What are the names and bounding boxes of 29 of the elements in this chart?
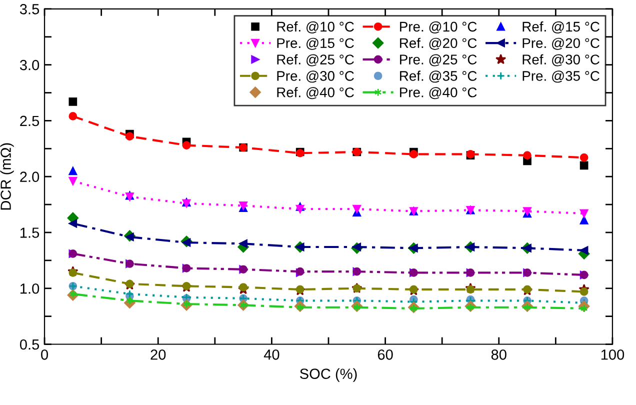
- y-axis-title: DCR (mΩ): [0, 143, 14, 210]
- y-tick-label: 2.0: [20, 172, 40, 182]
- x-tick-label: 100: [601, 349, 624, 360]
- y-tick-label: 0.5: [20, 339, 40, 350]
- legend-label: Pre. @35 °C: [522, 70, 600, 83]
- legend-label: Ref. @35 °C: [400, 70, 477, 83]
- legend-label: Ref. @30 °C: [522, 54, 600, 66]
- legend-label: Pre. @10 °C: [400, 21, 477, 34]
- y-tick-label: 1.5: [20, 228, 40, 238]
- legend-label: Ref. @40 °C: [277, 87, 354, 100]
- x-tick-label: 20: [150, 349, 166, 360]
- legend-label: Pre. @40 °C: [400, 87, 477, 100]
- legend-label: Pre. @30 °C: [277, 70, 354, 83]
- x-tick-label: 40: [264, 349, 280, 360]
- y-tick-label: 3.5: [20, 4, 40, 14]
- x-tick-label: 60: [378, 349, 393, 360]
- legend-label: Pre. @20 °C: [522, 38, 600, 50]
- legend-label: Pre. @15 °C: [277, 38, 354, 50]
- legend-label: Ref. @20 °C: [400, 38, 477, 50]
- legend-label: Pre. @25 °C: [400, 54, 477, 66]
- x-tick-label: 0: [41, 349, 48, 360]
- y-tick-label: 1.0: [20, 283, 40, 294]
- x-tick-label: 80: [491, 349, 506, 360]
- x-axis-title: SOC (%): [300, 368, 357, 382]
- y-tick-label: 3.0: [20, 60, 40, 70]
- legend-label: Ref. @10 °C: [277, 21, 354, 34]
- legend-label: Ref. @15 °C: [522, 21, 600, 34]
- y-tick-label: 2.5: [20, 116, 40, 126]
- legend-label: Ref. @25 °C: [277, 54, 354, 66]
